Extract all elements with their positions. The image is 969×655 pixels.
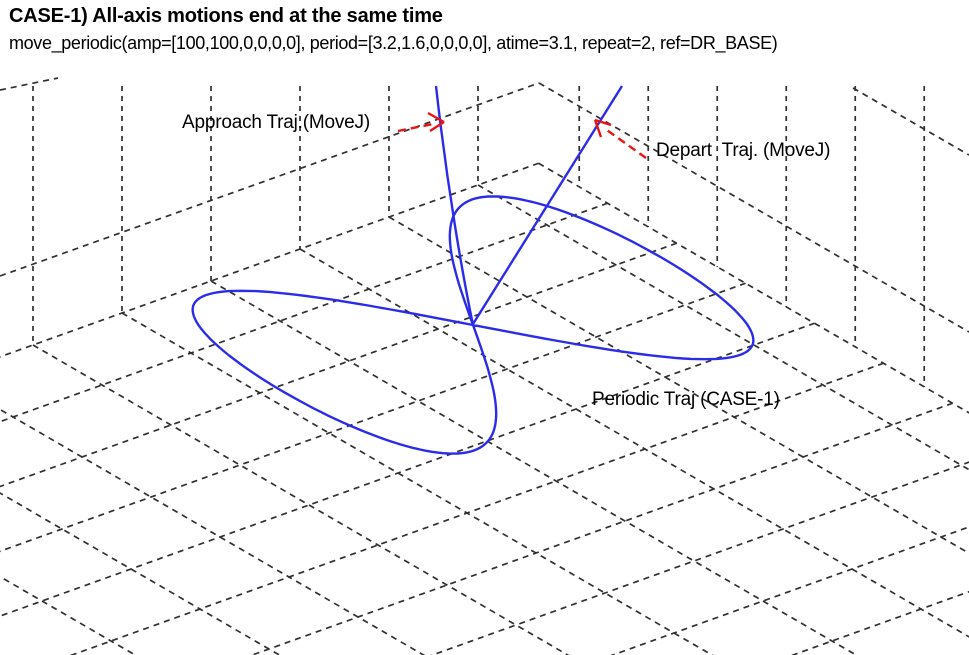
approach-trajectory-label: Approach Traj.(MoveJ) bbox=[182, 112, 370, 133]
depart-trajectory-label: Depart Traj. (MoveJ) bbox=[656, 140, 831, 161]
upper-level-edges bbox=[0, 77, 969, 333]
approach-trajectory-line bbox=[434, 85, 475, 326]
floor-grid bbox=[0, 162, 969, 655]
figure-title: CASE-1) All-axis motions end at the same… bbox=[9, 5, 443, 27]
figure-code-line: move_periodic(amp=[100,100,0,0,0,0], per… bbox=[9, 33, 778, 53]
grid-pillars bbox=[32, 86, 926, 387]
approach-arrow bbox=[397, 111, 445, 133]
periodic-trajectory-label: Periodic Traj (CASE-1) bbox=[592, 389, 780, 410]
depart-arrow bbox=[593, 118, 647, 159]
